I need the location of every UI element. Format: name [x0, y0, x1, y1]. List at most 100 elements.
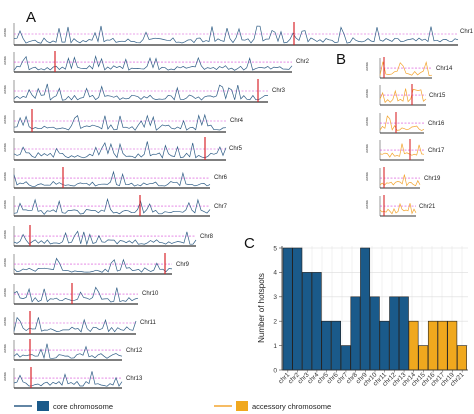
bar-chr14	[408, 320, 419, 371]
panel-b-letter: B	[336, 51, 346, 68]
landscape-trace	[13, 343, 123, 360]
panel-a-letter: A	[26, 9, 36, 26]
accessory-trace	[379, 202, 417, 215]
landscape-track: cM/Mb Chr13	[3, 367, 143, 389]
y-axis-title: Number of hotspots	[257, 273, 266, 343]
track-y-label: cM/Mb	[365, 200, 369, 209]
track-y-label: cM/Mb	[3, 85, 7, 94]
bar-chr6	[331, 320, 342, 371]
y-tick-label: 5	[273, 245, 277, 252]
landscape-trace	[13, 54, 293, 71]
accessory-track: cM/Mb Chr17	[365, 139, 445, 161]
chromosome-label: Chr9	[176, 262, 190, 268]
landscape-trace	[13, 141, 227, 159]
accessory-trace	[379, 60, 433, 76]
track-y-label: cM/Mb	[3, 56, 7, 65]
landscape-trace	[13, 113, 227, 131]
landscape-track: cM/Mb Chr5	[3, 137, 243, 161]
accessory-trace	[379, 174, 421, 187]
chromosome-label: Chr14	[436, 66, 453, 72]
chromosome-label: Chr12	[126, 348, 143, 354]
bar-chr4	[311, 272, 322, 371]
bar-chr9	[360, 247, 371, 371]
accessory-trace	[379, 115, 425, 131]
landscape-track: cM/Mb Chr12	[3, 339, 143, 361]
chromosome-label: Chr11	[140, 320, 157, 326]
track-y-label: cM/Mb	[3, 143, 7, 152]
bar-chr5	[321, 320, 332, 371]
landscape-trace	[13, 257, 173, 273]
bar-chr10	[369, 296, 380, 371]
landscape-trace	[13, 170, 211, 187]
track-y-label: cM/Mb	[3, 288, 7, 297]
accessory-track: cM/Mb Chr16	[365, 112, 445, 134]
track-y-label: cM/Mb	[3, 200, 7, 209]
y-tick-label: 4	[273, 270, 277, 277]
landscape-track: cM/Mb Chr2	[3, 51, 310, 73]
track-y-label: cM/Mb	[3, 172, 7, 181]
track-y-label: cM/Mb	[3, 230, 7, 239]
track-y-label: cM/Mb	[3, 115, 7, 124]
accessory-track: cM/Mb Chr21	[365, 195, 436, 217]
track-y-label: cM/Mb	[3, 258, 7, 267]
landscape-track: cM/Mb Chr9	[3, 253, 190, 275]
chromosome-label: Chr3	[272, 88, 286, 94]
landscape-track: cM/Mb Chr7	[3, 195, 228, 217]
track-y-label: cM/Mb	[365, 117, 369, 126]
chromosome-label: Chr2	[296, 59, 310, 65]
accessory-trace	[379, 88, 427, 104]
legend: core chromosome accessory chromosome	[14, 401, 331, 411]
legend-accessory-swatch	[236, 401, 248, 411]
track-y-label: cM/Mb	[365, 89, 369, 98]
bar-chr19	[447, 320, 458, 371]
track-y-label: cM/Mb	[3, 372, 7, 381]
accessory-trace	[379, 143, 425, 158]
panel-b-accessory-landscapes: cM/Mb Chr14 cM/Mb Chr15 cM/Mb Chr16 cM/Mb Chr17…	[365, 57, 453, 217]
bar-chr2	[292, 247, 303, 371]
landscape-track: cM/Mb Chr10	[3, 283, 159, 305]
bar-chr3	[302, 272, 312, 371]
landscape-trace	[13, 316, 137, 333]
bar-chr13	[398, 296, 409, 371]
track-y-label: cM/Mb	[365, 144, 369, 153]
track-y-label: cM/Mb	[3, 344, 7, 353]
chromosome-label: Chr5	[229, 146, 243, 152]
chromosome-label: Chr21	[419, 204, 436, 210]
track-y-label: cM/Mb	[3, 317, 7, 326]
legend-core-label: core chromosome	[53, 402, 113, 411]
track-y-label: cM/Mb	[3, 28, 7, 37]
landscape-track: cM/Mb Chr11	[3, 311, 157, 335]
bar-chr15	[418, 345, 429, 371]
chromosome-label: Chr16	[428, 121, 445, 127]
bar-chr17	[437, 320, 448, 371]
panel-c-letter: C	[244, 235, 255, 252]
y-tick-label: 1	[273, 343, 277, 350]
chromosome-label: Chr8	[200, 234, 214, 240]
chromosome-label: Chr13	[126, 376, 143, 382]
y-tick-label: 2	[273, 319, 277, 326]
track-y-label: cM/Mb	[365, 172, 369, 181]
accessory-track: cM/Mb Chr15	[365, 84, 446, 106]
legend-core-swatch	[37, 401, 49, 411]
chromosome-label: Chr1	[460, 29, 474, 35]
landscape-track: cM/Mb Chr1	[3, 22, 474, 46]
bar-chr1	[282, 247, 293, 371]
chromosome-label: Chr4	[230, 118, 244, 124]
chromosome-label: Chr19	[424, 176, 441, 182]
bar-chr12	[389, 296, 400, 371]
chromosome-label: Chr7	[214, 204, 228, 210]
bar-chr7	[340, 345, 351, 371]
y-tick-label: 0	[273, 367, 277, 374]
track-y-label: cM/Mb	[365, 62, 369, 71]
legend-accessory-label: accessory chromosome	[252, 402, 331, 411]
chromosome-label: Chr6	[214, 175, 228, 181]
landscape-track: cM/Mb Chr6	[3, 167, 228, 189]
landscape-track: cM/Mb Chr8	[3, 225, 214, 247]
landscape-trace	[13, 83, 269, 101]
landscape-trace	[13, 371, 123, 387]
chromosome-label: Chr15	[429, 93, 446, 99]
landscape-track: cM/Mb Chr4	[3, 109, 244, 133]
